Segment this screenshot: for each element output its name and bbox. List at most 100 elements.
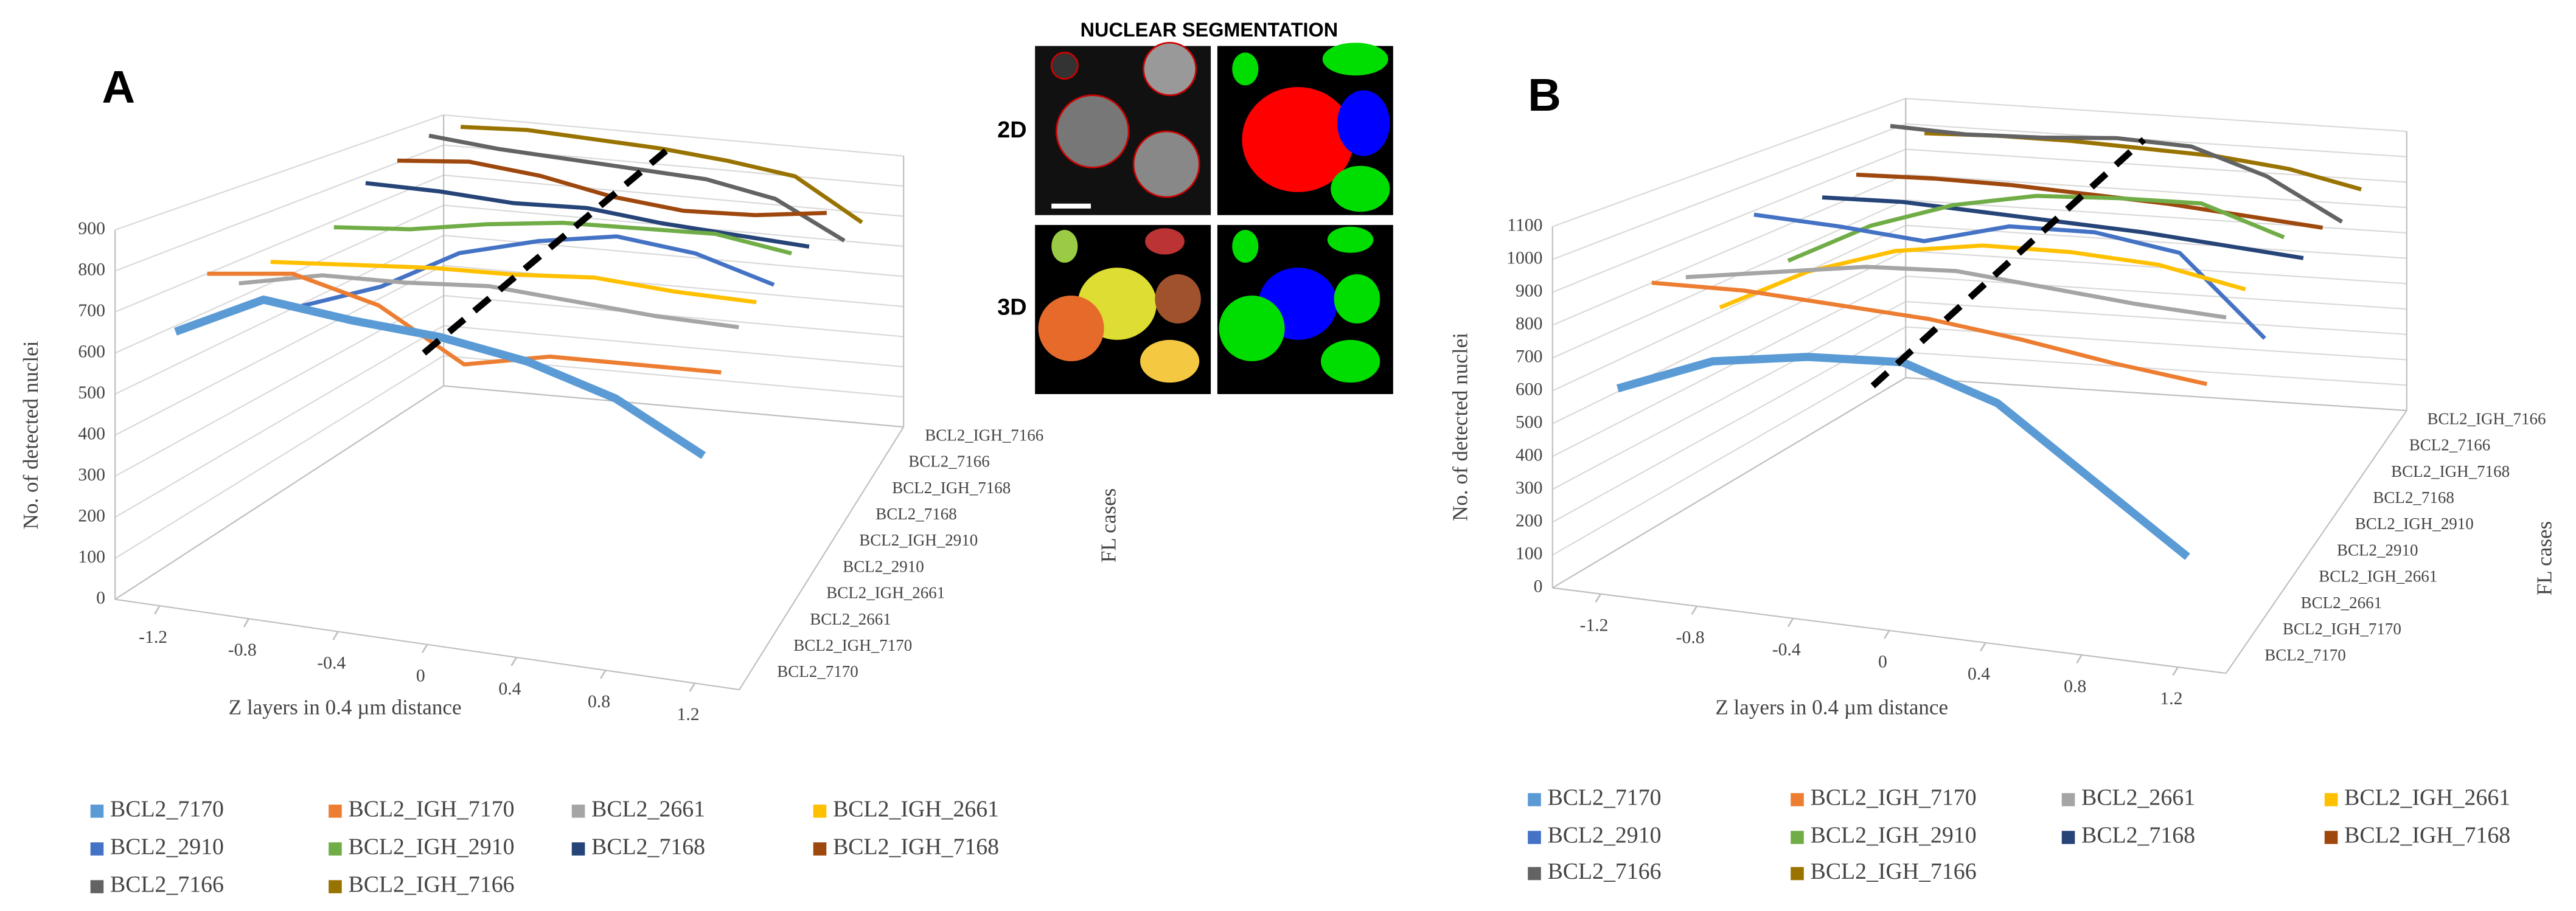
depth-label: BCL2_IGH_2910 — [2355, 514, 2474, 533]
y-tick-label: 400 — [78, 424, 105, 443]
nucleus — [1055, 94, 1130, 168]
y-tick-label: 900 — [1516, 281, 1543, 300]
nucleus — [1334, 274, 1380, 324]
row-label: 3D — [997, 295, 1026, 320]
panel-label: A — [102, 61, 136, 113]
y-tick-label: 1100 — [1507, 215, 1542, 235]
grid-line — [1552, 326, 2407, 523]
legend-label: BCL2_IGH_2910 — [1811, 823, 1977, 848]
x-tick-label: 0.4 — [498, 679, 521, 699]
row-label: 2D — [997, 117, 1026, 143]
depth-label: BCL2_2910 — [843, 557, 924, 575]
x-tick-label: -0.8 — [228, 640, 257, 660]
legend-label: BCL2_2910 — [110, 834, 224, 860]
nucleus — [1143, 41, 1197, 96]
legend-label: BCL2_2910 — [1548, 823, 1662, 848]
legend-swatch — [2061, 831, 2075, 844]
series-line — [1822, 195, 2304, 260]
x-tick — [1691, 606, 1698, 615]
legend-swatch — [571, 842, 585, 856]
legend-swatch — [2061, 793, 2075, 806]
x-tick-label: 0.4 — [1968, 665, 1990, 684]
legend-label: BCL2_IGH_7168 — [833, 834, 999, 860]
x-tick — [600, 670, 607, 679]
legend-label: BCL2_IGH_2661 — [2344, 785, 2510, 811]
series-line — [1856, 172, 2324, 230]
legend-swatch — [813, 842, 827, 856]
chart: 0 100 200 300 400 500 600 700 800 900 1000 1100 -1.2… — [1448, 70, 2556, 884]
legend-swatch — [1791, 867, 1804, 881]
depth-label: BCL2_IGH_7170 — [2283, 620, 2401, 638]
legend-swatch — [2324, 831, 2338, 844]
series-line — [1890, 123, 2344, 224]
x-tick-label: 0 — [1878, 653, 1887, 672]
legend-label: BCL2_IGH_7170 — [1811, 785, 1977, 811]
series-line — [1753, 212, 2266, 340]
depth-label: BCL2_2661 — [810, 610, 891, 628]
legend-label: BCL2_7168 — [591, 834, 705, 860]
series-line — [1787, 193, 2285, 263]
y-tick-label: 900 — [78, 219, 105, 238]
chart: 0 100 200 300 400 500 600 700 800 900 -1.2 -0.8 -0.4… — [19, 61, 1120, 897]
series-line — [301, 234, 775, 308]
x-tick-label: -0.4 — [1772, 640, 1801, 660]
y-tick-label: 500 — [1516, 412, 1543, 432]
grid-line — [1552, 224, 2407, 392]
y-tick-label: 800 — [78, 260, 105, 279]
series-line — [1616, 353, 2190, 560]
nucleus — [1155, 274, 1201, 324]
nucleus — [1132, 130, 1200, 198]
depth-label: BCL2_IGH_2661 — [2319, 567, 2437, 586]
depth-label: BCL2_7168 — [2373, 488, 2454, 507]
legend-swatch — [571, 805, 585, 818]
nucleus — [1145, 228, 1185, 255]
legend-swatch — [1791, 793, 1804, 806]
series-line — [460, 125, 863, 224]
x-tick-label: 1.2 — [2160, 689, 2182, 708]
grid-line — [1552, 376, 2407, 589]
depth-label: BCL2_7170 — [777, 662, 858, 681]
y-tick-label: 500 — [78, 383, 105, 403]
x-tick-label: -1.2 — [139, 628, 167, 647]
depth-label: BCL2_IGH_7166 — [925, 426, 1043, 444]
y-tick-label: 200 — [1516, 511, 1543, 530]
legend-swatch — [90, 805, 104, 818]
axis-line — [1906, 376, 2407, 412]
nucleus — [1337, 90, 1390, 156]
depth-label: BCL2_IGH_2661 — [826, 584, 945, 602]
depth-label: BCL2_IGH_7170 — [793, 636, 912, 654]
axis-line — [2225, 410, 2407, 674]
legend-label: BCL2_IGH_2661 — [833, 797, 999, 822]
grid-line — [1552, 97, 2407, 227]
y-tick-label: 300 — [1516, 478, 1543, 497]
depth-label: BCL2_7170 — [2264, 646, 2346, 664]
grid-line — [1552, 123, 2407, 260]
nucleus — [1321, 339, 1380, 383]
panel-label: B — [1528, 70, 1561, 121]
segmentation-panel: NUCLEAR SEGMENTATION 2D 3D — [997, 19, 1393, 395]
y-tick-label: 700 — [1516, 347, 1543, 366]
legend-label: BCL2_7170 — [1548, 785, 1662, 811]
series-line — [1651, 280, 2207, 386]
x-tick-label: -0.4 — [317, 653, 346, 673]
depth-label: BCL2_7166 — [908, 452, 990, 471]
legend-swatch — [813, 805, 827, 818]
x-tick — [1787, 618, 1794, 627]
x-tick-label: 1.2 — [677, 705, 700, 724]
legend-swatch — [329, 880, 342, 893]
x-tick — [1595, 593, 1601, 603]
depth-label: BCL2_7168 — [875, 505, 957, 523]
series-line — [207, 271, 722, 375]
depth-label: BCL2_2661 — [2301, 594, 2383, 612]
x-tick — [332, 631, 339, 640]
y-tick-label: 800 — [1516, 314, 1543, 333]
nucleus — [1051, 230, 1078, 263]
legend-label: BCL2_IGH_7168 — [2344, 823, 2510, 848]
y-tick-label: 100 — [1516, 544, 1543, 563]
y-tick-label: 300 — [78, 465, 105, 485]
legend-swatch — [2324, 793, 2338, 806]
axis-line — [739, 426, 905, 690]
x-tick — [1883, 630, 1890, 640]
legend-label: BCL2_IGH_2910 — [349, 834, 515, 860]
